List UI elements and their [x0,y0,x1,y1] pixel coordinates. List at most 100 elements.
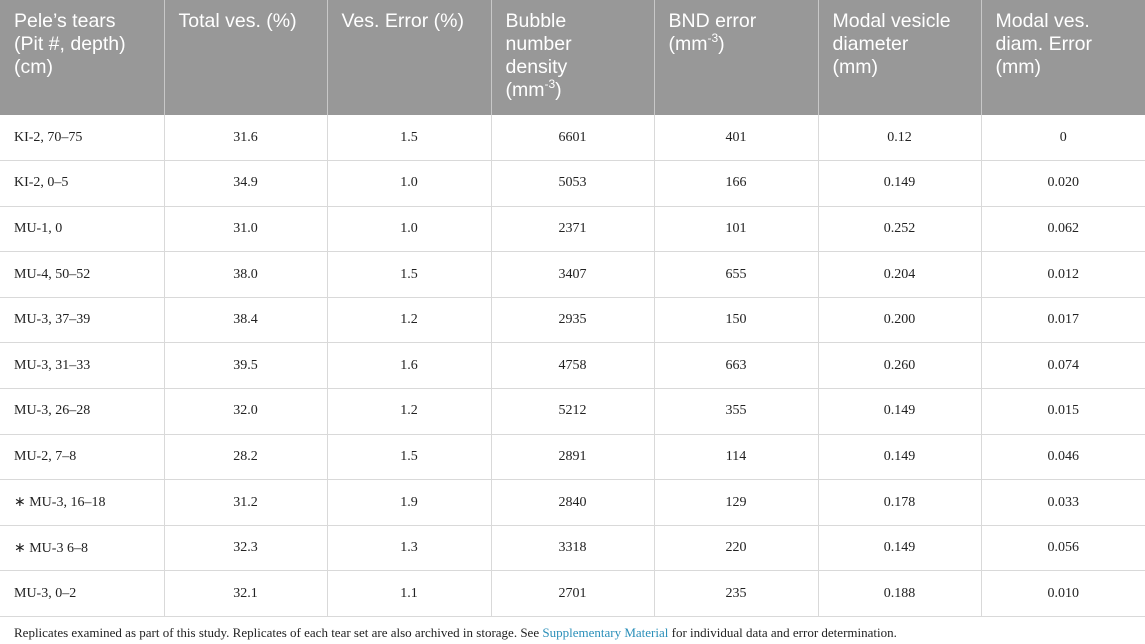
header-line: (mm) [832,56,878,78]
header-line: (cm) [14,56,53,78]
vesicularity-error-cell: 1.3 [327,525,492,572]
bnd-error-cell: 220 [654,525,819,572]
header-unit: (mm-3) [669,30,810,56]
sample-cell: KI-2, 0–5 [0,160,165,207]
sample-cell: MU-3, 0–2 [0,570,165,618]
header-modal-vesicle-diameter: Modal vesicle diameter (mm) [818,0,982,115]
header-line: (Pit #, depth) [14,33,126,55]
modal-diameter-cell: 0.178 [818,479,982,526]
total-vesicularity-cell: 32.1 [164,570,328,618]
total-vesicularity-cell: 38.4 [164,297,328,344]
table-row: MU-2, 7–8 28.2 1.5 2891 114 0.149 0.046 [0,434,1145,481]
header-bubble-number-density: Bubble number density (mm-3) [491,0,655,115]
total-vesicularity-cell: 32.3 [164,525,328,572]
vesicularity-error-cell: 1.0 [327,160,492,207]
table-row: MU-3, 0–2 32.1 1.1 2701 235 0.188 0.010 [0,570,1145,618]
sample-cell: MU-3, 31–33 [0,342,165,390]
unit-exponent: -3 [544,76,556,91]
diameter-error-cell: 0.074 [981,342,1145,390]
header-line: Bubble [505,10,567,32]
header-line: Modal vesicle [832,10,951,32]
modal-diameter-cell: 0.200 [818,297,982,344]
total-vesicularity-cell: 34.9 [164,160,328,207]
diameter-error-cell: 0.056 [981,525,1145,572]
diameter-error-cell: 0.046 [981,434,1145,481]
bubble-density-cell: 3407 [491,251,655,298]
bubble-density-cell: 4758 [491,342,655,390]
bubble-density-cell: 2840 [491,479,655,526]
supplementary-material-link[interactable]: Supplementary Material [542,625,669,640]
modal-diameter-cell: 0.149 [818,388,982,435]
vesicularity-error-cell: 1.5 [327,434,492,481]
bnd-error-cell: 129 [654,479,819,526]
total-vesicularity-cell: 31.2 [164,479,328,526]
unit-close: ) [718,33,725,55]
diameter-error-cell: 0.033 [981,479,1145,526]
modal-diameter-cell: 0.252 [818,206,982,253]
vesicularity-error-cell: 1.9 [327,479,492,526]
header-line: number [505,33,572,55]
bubble-density-cell: 2891 [491,434,655,481]
modal-diameter-cell: 0.149 [818,434,982,481]
vesicularity-error-cell: 1.0 [327,206,492,253]
table-row: ∗ MU-3, 16–18 31.2 1.9 2840 129 0.178 0.033 [0,479,1145,526]
header-line: Pele’s tears [14,10,116,32]
header-modal-diameter-error: Modal ves. diam. Error (mm) [981,0,1145,115]
modal-diameter-cell: 0.188 [818,570,982,618]
unit-close: ) [555,79,562,101]
bnd-error-cell: 235 [654,570,819,618]
bubble-density-cell: 2371 [491,206,655,253]
total-vesicularity-cell: 39.5 [164,342,328,390]
header-line: diameter [832,33,909,55]
total-vesicularity-cell: 32.0 [164,388,328,435]
header-vesicularity-error: Ves. Error (%) [327,0,492,115]
bubble-density-cell: 6601 [491,115,655,162]
diameter-error-cell: 0.010 [981,570,1145,618]
diameter-error-cell: 0.062 [981,206,1145,253]
table-header-row: Pele’s tears (Pit #, depth) (cm) Total v… [0,0,1145,115]
bnd-error-cell: 114 [654,434,819,481]
sample-cell: ∗ MU-3, 16–18 [0,479,165,526]
footnote-text-end: for individual data and error determinat… [668,625,897,640]
table-row: MU-3, 26–28 32.0 1.2 5212 355 0.149 0.015 [0,388,1145,435]
vesicle-data-table: Pele’s tears (Pit #, depth) (cm) Total v… [0,0,1145,618]
bubble-density-cell: 3318 [491,525,655,572]
bubble-density-cell: 2701 [491,570,655,618]
vesicularity-error-cell: 1.2 [327,388,492,435]
sample-cell: MU-4, 50–52 [0,251,165,298]
vesicularity-error-cell: 1.1 [327,570,492,618]
header-line: Modal ves. [995,10,1090,32]
table-row: MU-1, 0 31.0 1.0 2371 101 0.252 0.062 [0,206,1145,253]
table-row: MU-4, 50–52 38.0 1.5 3407 655 0.204 0.012 [0,251,1145,298]
bnd-error-cell: 101 [654,206,819,253]
header-line: Total ves. (%) [178,10,297,32]
bnd-error-cell: 655 [654,251,819,298]
unit-exponent: -3 [707,30,719,45]
header-line: Ves. Error (%) [341,10,464,32]
bnd-error-cell: 166 [654,160,819,207]
vesicularity-error-cell: 1.5 [327,251,492,298]
table-row: ∗ MU-3 6–8 32.3 1.3 3318 220 0.149 0.056 [0,525,1145,572]
footnote-text: Replicates examined as part of this stud… [14,625,543,640]
header-line: density [505,56,568,78]
sample-cell: MU-2, 7–8 [0,434,165,481]
sample-cell: KI-2, 70–75 [0,115,165,162]
diameter-error-cell: 0 [981,115,1145,162]
diameter-error-cell: 0.012 [981,251,1145,298]
sample-cell: MU-1, 0 [0,206,165,253]
sample-cell: ∗ MU-3 6–8 [0,525,165,572]
sample-cell: MU-3, 37–39 [0,297,165,344]
table-row: MU-3, 37–39 38.4 1.2 2935 150 0.200 0.017 [0,297,1145,344]
sample-cell: MU-3, 26–28 [0,388,165,435]
header-line: diam. Error [995,33,1092,55]
bnd-error-cell: 663 [654,342,819,390]
header-pele-tears: Pele’s tears (Pit #, depth) (cm) [0,0,165,115]
table-row: KI-2, 0–5 34.9 1.0 5053 166 0.149 0.020 [0,160,1145,207]
bnd-error-cell: 150 [654,297,819,344]
diameter-error-cell: 0.015 [981,388,1145,435]
modal-diameter-cell: 0.204 [818,251,982,298]
table-row: KI-2, 70–75 31.6 1.5 6601 401 0.12 0 [0,115,1145,162]
bnd-error-cell: 401 [654,115,819,162]
bnd-error-cell: 355 [654,388,819,435]
modal-diameter-cell: 0.149 [818,160,982,207]
